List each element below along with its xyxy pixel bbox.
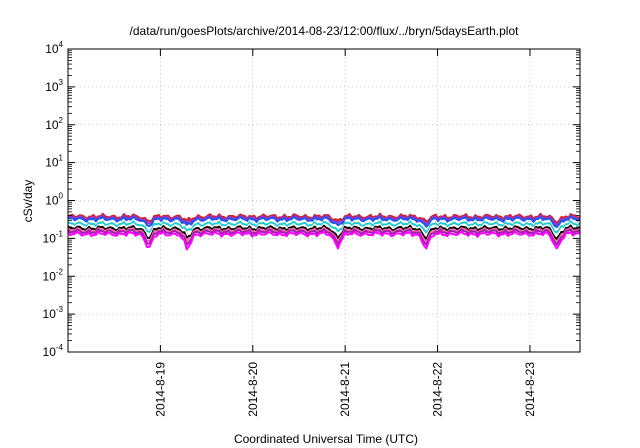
y-tick-label: 102 bbox=[45, 116, 63, 132]
x-tick-label: 2014-8-20 bbox=[246, 362, 260, 417]
chart-title: /data/run/goesPlots/archive/2014-08-23/1… bbox=[130, 24, 520, 38]
x-axis-label: Coordinated Universal Time (UTC) bbox=[234, 432, 418, 446]
y-tick-label: 101 bbox=[45, 154, 63, 170]
x-tick-label: 2014-8-21 bbox=[338, 362, 352, 417]
y-axis-ticks: 104 103 102 101 100 10-1 10-2 10-3 10-4 bbox=[43, 40, 580, 359]
y-tick-label: 100 bbox=[45, 192, 63, 208]
series-line bbox=[67, 220, 581, 234]
y-tick-label: 10-4 bbox=[43, 343, 64, 359]
series-line bbox=[67, 222, 581, 237]
x-axis-ticks: 2014-8-19 2014-8-20 2014-8-21 2014-8-22 2014… bbox=[153, 49, 537, 417]
y-tick-label: 10-3 bbox=[43, 305, 64, 321]
x-tick-label: 2014-8-23 bbox=[523, 362, 537, 417]
series-line bbox=[67, 228, 581, 246]
y-tick-label: 104 bbox=[45, 40, 63, 56]
x-tick-label: 2014-8-19 bbox=[153, 362, 167, 417]
series-lines bbox=[67, 212, 581, 251]
y-tick-label: 103 bbox=[45, 78, 63, 94]
series-line bbox=[67, 215, 581, 229]
series-line bbox=[67, 230, 581, 251]
y-axis-label: cSv/day bbox=[21, 180, 35, 223]
grid bbox=[68, 48, 580, 353]
x-tick-label: 2014-8-22 bbox=[431, 362, 445, 417]
y-tick-label: 10-1 bbox=[43, 229, 64, 245]
series-line bbox=[67, 224, 581, 241]
y-tick-label: 10-2 bbox=[43, 267, 64, 283]
